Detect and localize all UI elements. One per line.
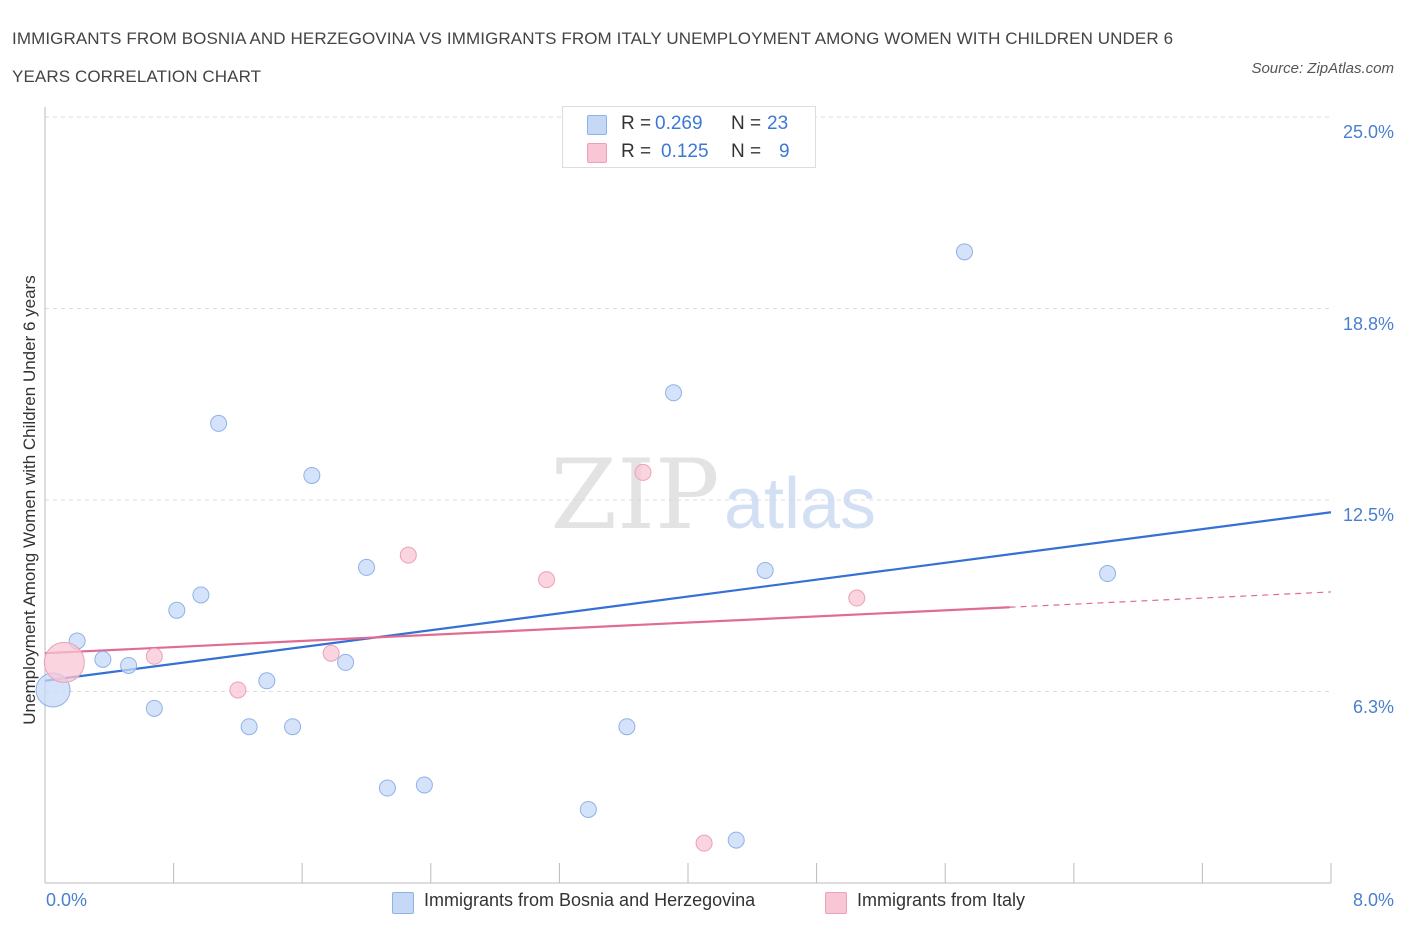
watermark-atlas: atlas — [724, 464, 876, 544]
data-point — [303, 466, 321, 484]
legend-label-bosnia: Immigrants from Bosnia and Herzegovina — [424, 890, 756, 910]
y-axis-label: Unemployment Among Women with Children U… — [20, 275, 39, 725]
axes — [44, 107, 1332, 884]
data-point — [258, 672, 276, 690]
data-point — [1099, 565, 1117, 583]
data-point — [192, 586, 210, 604]
y-tick-label: 25.0% — [1342, 122, 1394, 142]
data-point — [358, 558, 375, 576]
watermark-zip: ZIP — [550, 439, 719, 551]
y-tick-label: 12.5% — [1342, 505, 1394, 525]
data-point — [579, 800, 597, 818]
legend-swatch-pink — [587, 143, 607, 163]
data-point — [538, 571, 556, 589]
data-point — [322, 644, 340, 662]
legend-n-value: 9 — [779, 141, 790, 162]
legend-swatch-blue — [392, 892, 414, 914]
legend-n-value: 23 — [767, 113, 789, 134]
data-point — [756, 561, 774, 579]
trend-line — [44, 606, 1010, 655]
legend-swatch-pink — [825, 892, 847, 914]
source-label: Source: ZipAtlas.com — [1251, 60, 1394, 77]
legend-swatch-blue — [587, 115, 607, 135]
data-point — [168, 601, 186, 619]
x-tick-label: 0.0% — [46, 890, 88, 910]
data-point — [240, 718, 258, 736]
trend-lines — [44, 511, 1332, 682]
data-point — [415, 776, 433, 794]
y-tick-label: 6.3% — [1352, 697, 1394, 717]
stats-legend: R = 0.269 N = 23 R = 0.125 N = 9 — [562, 106, 816, 168]
data-point — [665, 384, 683, 402]
grid-lines — [45, 116, 1331, 692]
data-point — [955, 243, 973, 261]
data-point — [210, 414, 228, 432]
legend-r-value: 0.125 — [661, 141, 709, 162]
data-point — [337, 653, 355, 671]
legend-r-label: R = — [621, 113, 652, 134]
data-point — [618, 718, 636, 736]
data-point — [94, 650, 112, 668]
y-tick-label: 18.8% — [1342, 314, 1394, 334]
legend-r-value: 0.269 — [655, 113, 703, 134]
data-point — [695, 834, 713, 852]
data-point — [848, 589, 866, 607]
data-point — [634, 463, 652, 481]
data-point — [284, 718, 302, 736]
data-point — [727, 831, 745, 849]
trend-line-extension — [1009, 591, 1332, 608]
data-point — [229, 681, 247, 699]
data-point — [43, 641, 85, 683]
trend-line — [44, 511, 1332, 682]
data-point — [145, 647, 163, 665]
x-tick-label: 8.0% — [1352, 890, 1394, 910]
legend-n-label: N = — [731, 113, 762, 134]
data-points — [35, 243, 1117, 852]
data-point — [145, 699, 163, 717]
legend-label-italy: Immigrants from Italy — [857, 890, 1026, 910]
legend-n-label: N = — [731, 141, 762, 162]
data-point — [378, 779, 396, 797]
legend-r-label: R = — [621, 141, 652, 162]
data-point — [399, 546, 417, 564]
chart-title: IMMIGRANTS FROM BOSNIA AND HERZEGOVINA V… — [12, 29, 1174, 86]
data-point — [120, 656, 138, 674]
